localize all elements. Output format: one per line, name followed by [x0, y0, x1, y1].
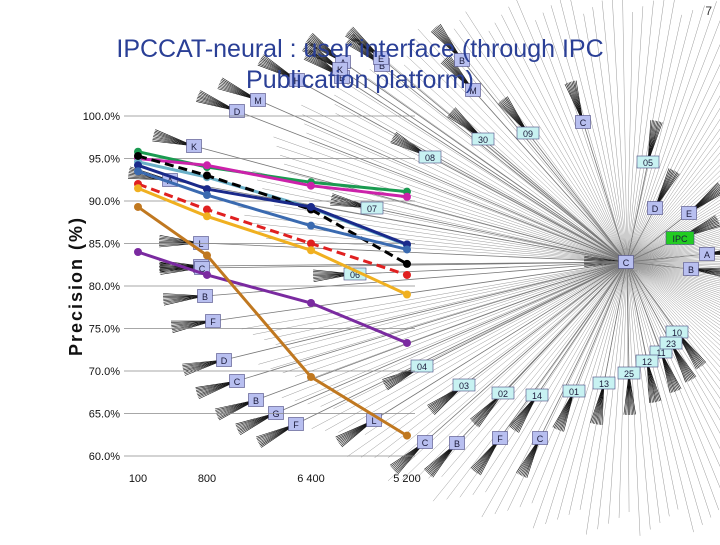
series-point — [134, 167, 142, 175]
tree-spoke — [201, 243, 627, 262]
tree-node-label: 03 — [459, 381, 469, 391]
series-point — [307, 299, 315, 307]
tree-node-label: 02 — [498, 389, 508, 399]
y-tick-label: 100.0% — [83, 111, 121, 123]
tree-node-label: B — [253, 396, 259, 406]
y-tick-label: 80.0% — [89, 281, 120, 293]
tree-node-label: 08 — [425, 153, 435, 163]
tree-node-label: K — [191, 142, 197, 152]
tree-node-label: 01 — [569, 387, 579, 397]
tree-node-label: F — [293, 420, 299, 430]
y-tick-label: 70.0% — [89, 366, 120, 378]
tree-edge — [277, 146, 627, 262]
tree-node-label: B — [688, 265, 694, 275]
tree-node-label: 30 — [478, 135, 488, 145]
x-tick-label: 100 — [129, 473, 147, 485]
series-point — [403, 245, 411, 253]
y-tick-label: 90.0% — [89, 196, 120, 208]
tree-node-label: C — [537, 434, 544, 444]
tree-spoke — [473, 90, 627, 262]
series-point — [134, 184, 142, 192]
tree-node-label: 23 — [666, 339, 676, 349]
tree-spoke — [237, 111, 627, 262]
tree-node-label: C — [580, 118, 587, 128]
tree-node-label: D — [652, 204, 659, 214]
precision-chart: 100.0% 95.0% 90.0% 85.0% 80.0% 75.0% 70.0% 65.0… — [66, 111, 421, 485]
series-point — [134, 152, 142, 160]
tree-edge — [627, 262, 720, 499]
tree-edge — [242, 262, 627, 329]
series-point — [403, 339, 411, 347]
tree-node-label: M — [254, 96, 262, 106]
series-point — [134, 203, 142, 211]
tree-edge — [284, 164, 627, 262]
tree-node-label: D — [221, 356, 228, 366]
tree-node-label: C — [234, 377, 241, 387]
tree-edge — [365, 262, 627, 435]
tree-edge — [253, 262, 627, 335]
series-point — [307, 182, 315, 190]
tree-node-label: 09 — [523, 129, 533, 139]
series-point — [307, 222, 315, 230]
series-point — [203, 212, 211, 220]
tree-node-label: 07 — [367, 204, 377, 214]
y-tick-label: 60.0% — [89, 451, 120, 463]
tree-node-label: F — [497, 434, 503, 444]
series-point — [203, 172, 211, 180]
tree-node-label: L — [198, 239, 203, 249]
tree-node-label: D — [234, 107, 241, 117]
tree-edge — [264, 262, 627, 340]
tree-edge — [627, 262, 720, 386]
x-tick-label: 800 — [198, 473, 216, 485]
tree-node-label: IPC — [672, 234, 688, 244]
tree-edge — [347, 262, 627, 457]
tree-edge — [627, 262, 711, 518]
series-point — [403, 260, 411, 268]
y-tick-label: 95.0% — [89, 154, 120, 166]
tree-node-label: C — [422, 438, 429, 448]
tree-edge — [304, 124, 627, 262]
series-point — [307, 373, 315, 381]
tree-node-label: G — [272, 409, 279, 419]
tree-spoke — [483, 139, 627, 262]
tree-node-label: 05 — [643, 158, 653, 168]
y-tick-label: 85.0% — [89, 239, 120, 251]
tree-node-label: A — [704, 250, 710, 260]
tree-node-label: C — [623, 258, 630, 268]
tree-node-label: 13 — [599, 379, 609, 389]
y-tick-label: 75.0% — [89, 324, 120, 336]
series-point — [203, 161, 211, 169]
page-number: 7 — [705, 4, 712, 18]
tree-node-label: 12 — [642, 357, 652, 367]
tree-node-label: 10 — [672, 328, 682, 338]
series-point — [403, 193, 411, 201]
series-point — [403, 432, 411, 440]
tree-edge — [627, 262, 720, 443]
chart-series — [134, 148, 411, 440]
series-point — [307, 203, 315, 211]
series-point — [307, 246, 315, 254]
series-point — [203, 191, 211, 199]
x-tick-label: 5 200 — [393, 473, 421, 485]
slide-title: IPCCAT-neural : user interface (through … — [60, 34, 660, 97]
tree-node-label: 04 — [417, 362, 427, 372]
tree-node-label: B — [202, 292, 208, 302]
tree-node-label: F — [210, 317, 216, 327]
series-point — [203, 251, 211, 259]
y-tick-label: 65.0% — [89, 409, 120, 421]
x-tick-label: 6 400 — [297, 473, 325, 485]
series-point — [203, 271, 211, 279]
series-point — [403, 271, 411, 279]
tree-node-label: 14 — [532, 391, 542, 401]
tree-node-label: 25 — [624, 369, 634, 379]
series-line — [138, 159, 407, 197]
tree-node-label: E — [686, 209, 692, 219]
tree-node-label: B — [454, 439, 460, 449]
tree-edge — [325, 262, 627, 431]
series-point — [134, 248, 142, 256]
tree-edge — [338, 262, 627, 432]
y-axis-title: Precision (%) — [66, 216, 86, 356]
series-point — [403, 291, 411, 299]
